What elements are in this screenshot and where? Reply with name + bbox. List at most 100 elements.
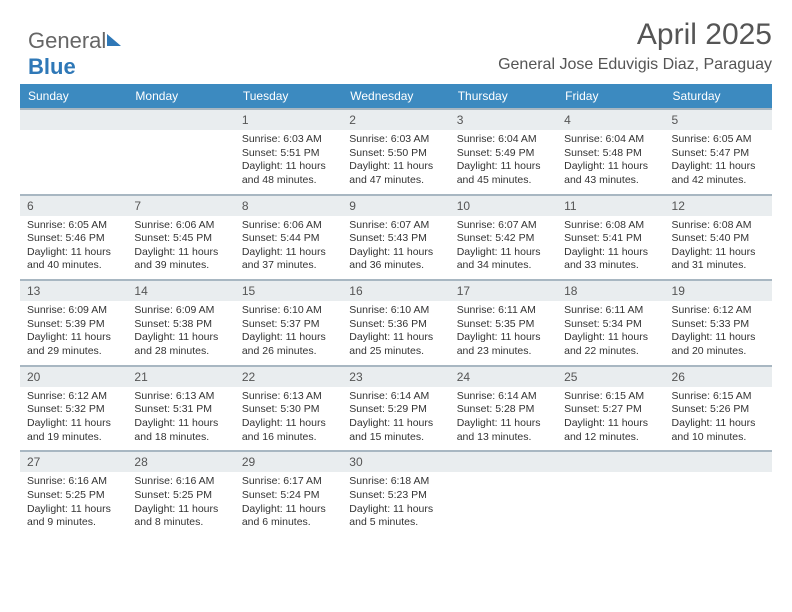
calendar-week-row: 27Sunrise: 6:16 AMSunset: 5:25 PMDayligh… bbox=[20, 451, 772, 536]
sunset-text: Sunset: 5:37 PM bbox=[242, 318, 335, 332]
sunset-text: Sunset: 5:29 PM bbox=[349, 403, 442, 417]
calendar-cell: 26Sunrise: 6:15 AMSunset: 5:26 PMDayligh… bbox=[665, 366, 772, 452]
sunset-text: Sunset: 5:25 PM bbox=[27, 489, 120, 503]
sunset-text: Sunset: 5:40 PM bbox=[672, 232, 765, 246]
calendar-cell: 28Sunrise: 6:16 AMSunset: 5:25 PMDayligh… bbox=[127, 451, 234, 536]
day-details: Sunrise: 6:06 AMSunset: 5:45 PMDaylight:… bbox=[127, 216, 234, 280]
day-details: Sunrise: 6:09 AMSunset: 5:38 PMDaylight:… bbox=[127, 301, 234, 365]
sunrise-text: Sunrise: 6:14 AM bbox=[457, 390, 550, 404]
calendar-cell: 2Sunrise: 6:03 AMSunset: 5:50 PMDaylight… bbox=[342, 109, 449, 195]
sunrise-text: Sunrise: 6:18 AM bbox=[349, 475, 442, 489]
daylight-text: Daylight: 11 hours and 28 minutes. bbox=[134, 331, 227, 358]
sunset-text: Sunset: 5:36 PM bbox=[349, 318, 442, 332]
logo-triangle-icon bbox=[107, 34, 121, 46]
day-details: Sunrise: 6:15 AMSunset: 5:27 PMDaylight:… bbox=[557, 387, 664, 451]
day-number: 13 bbox=[20, 281, 127, 301]
day-number: 25 bbox=[557, 367, 664, 387]
calendar-cell: 4Sunrise: 6:04 AMSunset: 5:48 PMDaylight… bbox=[557, 109, 664, 195]
calendar-cell: 5Sunrise: 6:05 AMSunset: 5:47 PMDaylight… bbox=[665, 109, 772, 195]
sunset-text: Sunset: 5:26 PM bbox=[672, 403, 765, 417]
calendar-cell: 19 Sunrise: 6:12 AMSunset: 5:33 PMDayligh… bbox=[665, 280, 772, 366]
sunrise-text: Sunrise: 6:13 AM bbox=[134, 390, 227, 404]
sunrise-text: Sunrise: 6:11 AM bbox=[457, 304, 550, 318]
col-monday: Monday bbox=[127, 84, 234, 109]
day-number: 19 bbox=[665, 281, 772, 301]
day-details: Sunrise: 6:15 AMSunset: 5:26 PMDaylight:… bbox=[665, 387, 772, 451]
day-number: 30 bbox=[342, 452, 449, 472]
daylight-text: Daylight: 11 hours and 31 minutes. bbox=[672, 246, 765, 273]
day-details: Sunrise: 6:09 AMSunset: 5:39 PMDaylight:… bbox=[20, 301, 127, 365]
calendar-cell: 17Sunrise: 6:11 AMSunset: 5:35 PMDayligh… bbox=[450, 280, 557, 366]
day-number: 5 bbox=[665, 110, 772, 130]
calendar-cell: 23Sunrise: 6:14 AMSunset: 5:29 PMDayligh… bbox=[342, 366, 449, 452]
page-subtitle: General Jose Eduvigis Diaz, Paraguay bbox=[20, 56, 772, 74]
calendar-week-row: 1Sunrise: 6:03 AMSunset: 5:51 PMDaylight… bbox=[20, 109, 772, 195]
calendar-cell bbox=[665, 451, 772, 536]
calendar-cell: 11Sunrise: 6:08 AMSunset: 5:41 PMDayligh… bbox=[557, 195, 664, 281]
sunset-text: Sunset: 5:23 PM bbox=[349, 489, 442, 503]
calendar-cell bbox=[127, 109, 234, 195]
sunset-text: Sunset: 5:50 PM bbox=[349, 147, 442, 161]
calendar-cell: 6Sunrise: 6:05 AMSunset: 5:46 PMDaylight… bbox=[20, 195, 127, 281]
daylight-text: Daylight: 11 hours and 22 minutes. bbox=[564, 331, 657, 358]
day-number: 4 bbox=[557, 110, 664, 130]
sunrise-text: Sunrise: 6:11 AM bbox=[564, 304, 657, 318]
sunrise-text: Sunrise: 6:16 AM bbox=[134, 475, 227, 489]
calendar-week-row: 6Sunrise: 6:05 AMSunset: 5:46 PMDaylight… bbox=[20, 195, 772, 281]
day-number: 16 bbox=[342, 281, 449, 301]
daylight-text: Daylight: 11 hours and 25 minutes. bbox=[349, 331, 442, 358]
daylight-text: Daylight: 11 hours and 15 minutes. bbox=[349, 417, 442, 444]
daylight-text: Daylight: 11 hours and 13 minutes. bbox=[457, 417, 550, 444]
daylight-text: Daylight: 11 hours and 39 minutes. bbox=[134, 246, 227, 273]
sunset-text: Sunset: 5:35 PM bbox=[457, 318, 550, 332]
sunset-text: Sunset: 5:28 PM bbox=[457, 403, 550, 417]
sunrise-text: Sunrise: 6:10 AM bbox=[242, 304, 335, 318]
calendar-body: 1Sunrise: 6:03 AMSunset: 5:51 PMDaylight… bbox=[20, 109, 772, 536]
daylight-text: Daylight: 11 hours and 12 minutes. bbox=[564, 417, 657, 444]
daylight-text: Daylight: 11 hours and 18 minutes. bbox=[134, 417, 227, 444]
sunrise-text: Sunrise: 6:09 AM bbox=[134, 304, 227, 318]
sunrise-text: Sunrise: 6:04 AM bbox=[564, 133, 657, 147]
day-number bbox=[665, 452, 772, 472]
daylight-text: Daylight: 11 hours and 6 minutes. bbox=[242, 503, 335, 530]
day-number: 20 bbox=[20, 367, 127, 387]
day-details: Sunrise: 6:07 AMSunset: 5:42 PMDaylight:… bbox=[450, 216, 557, 280]
calendar-cell: 21Sunrise: 6:13 AMSunset: 5:31 PMDayligh… bbox=[127, 366, 234, 452]
daylight-text: Daylight: 11 hours and 8 minutes. bbox=[134, 503, 227, 530]
logo-text-1: General bbox=[28, 28, 106, 53]
calendar-cell: 24Sunrise: 6:14 AMSunset: 5:28 PMDayligh… bbox=[450, 366, 557, 452]
calendar-cell: 13Sunrise: 6:09 AMSunset: 5:39 PMDayligh… bbox=[20, 280, 127, 366]
sunrise-text: Sunrise: 6:05 AM bbox=[672, 133, 765, 147]
calendar-cell bbox=[450, 451, 557, 536]
daylight-text: Daylight: 11 hours and 40 minutes. bbox=[27, 246, 120, 273]
sunrise-text: Sunrise: 6:09 AM bbox=[27, 304, 120, 318]
sunrise-text: Sunrise: 6:15 AM bbox=[672, 390, 765, 404]
sunset-text: Sunset: 5:38 PM bbox=[134, 318, 227, 332]
page-header: April 2025 General Jose Eduvigis Diaz, P… bbox=[20, 18, 772, 74]
day-number: 12 bbox=[665, 196, 772, 216]
day-number: 21 bbox=[127, 367, 234, 387]
daylight-text: Daylight: 11 hours and 34 minutes. bbox=[457, 246, 550, 273]
day-number: 15 bbox=[235, 281, 342, 301]
day-details: Sunrise: 6:16 AMSunset: 5:25 PMDaylight:… bbox=[20, 472, 127, 536]
sunset-text: Sunset: 5:45 PM bbox=[134, 232, 227, 246]
daylight-text: Daylight: 11 hours and 5 minutes. bbox=[349, 503, 442, 530]
day-details: Sunrise: 6:13 AMSunset: 5:30 PMDaylight:… bbox=[235, 387, 342, 451]
sunset-text: Sunset: 5:42 PM bbox=[457, 232, 550, 246]
daylight-text: Daylight: 11 hours and 20 minutes. bbox=[672, 331, 765, 358]
sunset-text: Sunset: 5:39 PM bbox=[27, 318, 120, 332]
sunset-text: Sunset: 5:43 PM bbox=[349, 232, 442, 246]
sunrise-text: Sunrise: 6:13 AM bbox=[242, 390, 335, 404]
calendar-cell bbox=[20, 109, 127, 195]
day-number: 29 bbox=[235, 452, 342, 472]
calendar-cell: 18Sunrise: 6:11 AMSunset: 5:34 PMDayligh… bbox=[557, 280, 664, 366]
calendar-cell: 10Sunrise: 6:07 AMSunset: 5:42 PMDayligh… bbox=[450, 195, 557, 281]
sunrise-text: Sunrise: 6:12 AM bbox=[672, 304, 765, 318]
day-details: Sunrise: 6:10 AMSunset: 5:36 PMDaylight:… bbox=[342, 301, 449, 365]
sunrise-text: Sunrise: 6:06 AM bbox=[242, 219, 335, 233]
daylight-text: Daylight: 11 hours and 37 minutes. bbox=[242, 246, 335, 273]
sunrise-text: Sunrise: 6:16 AM bbox=[27, 475, 120, 489]
sunset-text: Sunset: 5:33 PM bbox=[672, 318, 765, 332]
day-details: Sunrise: 6:08 AMSunset: 5:41 PMDaylight:… bbox=[557, 216, 664, 280]
calendar-cell: 25Sunrise: 6:15 AMSunset: 5:27 PMDayligh… bbox=[557, 366, 664, 452]
